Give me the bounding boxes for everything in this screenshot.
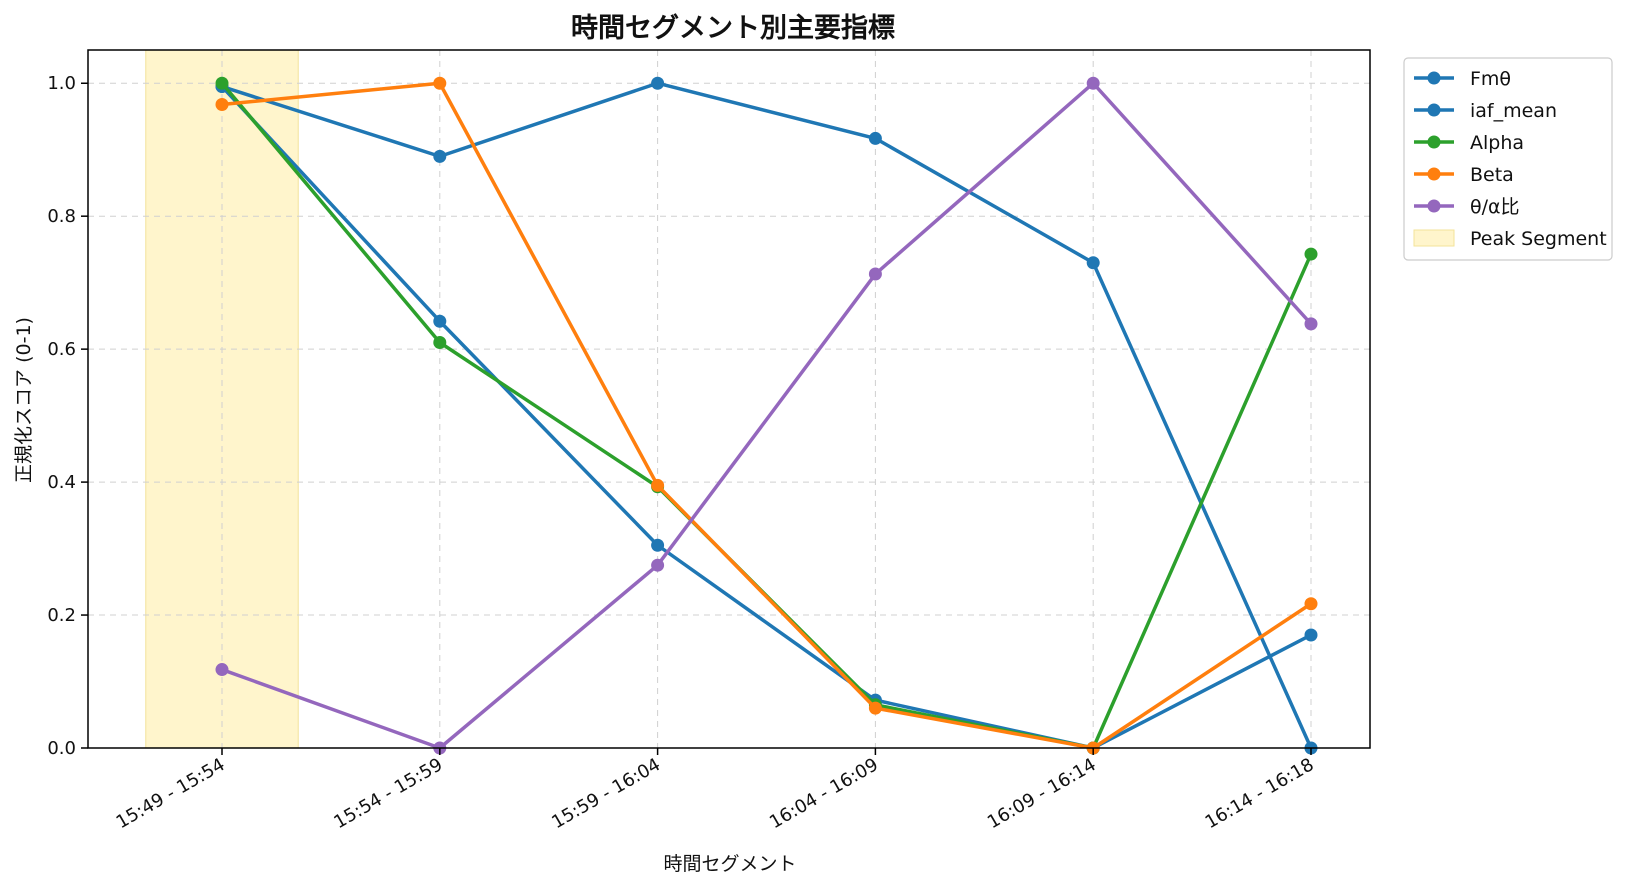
- series-point-4: [868, 267, 882, 281]
- peak-segment-band: [145, 49, 299, 749]
- legend-label-2: Alpha: [1470, 132, 1524, 154]
- series-point-2: [215, 76, 229, 90]
- legend-label-0: Fmθ: [1470, 68, 1511, 90]
- series-point-2: [433, 335, 447, 349]
- y-tick-label: 0.4: [47, 472, 76, 493]
- legend-marker-4: [1427, 199, 1441, 213]
- series-point-4: [651, 558, 665, 572]
- series-line-1: [221, 81, 1313, 749]
- x-tick-label: 15:49 - 15:54: [113, 754, 229, 833]
- legend-marker-3: [1427, 167, 1441, 181]
- x-tick-label: 16:14 - 16:18: [1202, 754, 1318, 833]
- series-point-4: [215, 663, 229, 677]
- legend-marker-2: [1427, 135, 1441, 149]
- y-tick-label: 0.2: [47, 605, 76, 626]
- series-point-1: [433, 149, 447, 163]
- legend-marker-0: [1427, 71, 1441, 85]
- legend: Fmθ iaf_mean Alpha Beta θ/α比 Peak Segment: [1403, 57, 1613, 261]
- series-line-0: [220, 85, 1312, 750]
- series-point-3: [868, 701, 882, 715]
- legend-marker-1: [1427, 103, 1441, 117]
- legend-box: [1403, 57, 1613, 261]
- series-point-1: [651, 76, 665, 90]
- y-tick-label: 1.0: [47, 73, 76, 94]
- y-tick-label: 0.8: [47, 206, 76, 227]
- series-point-3: [215, 98, 229, 112]
- series-line-4: [221, 81, 1313, 750]
- x-tick-label: 15:54 - 15:59: [330, 754, 446, 833]
- series-point-4: [1304, 317, 1318, 331]
- series-point-1: [868, 131, 882, 145]
- y-tick-label: 0.0: [47, 738, 76, 759]
- series-point-0: [651, 538, 665, 552]
- x-tick-label: 16:09 - 16:14: [984, 754, 1100, 833]
- series-point-3: [433, 76, 447, 90]
- series-point-2: [1304, 247, 1318, 261]
- y-axis-label: 正規化スコア (0-1): [13, 317, 35, 483]
- series-line-2: [220, 82, 1313, 750]
- series-line-3: [221, 81, 1312, 750]
- series-point-0: [1304, 628, 1318, 642]
- series-point-4: [1086, 76, 1100, 90]
- legend-label-1: iaf_mean: [1470, 100, 1557, 122]
- legend-swatch-peak: [1413, 229, 1455, 247]
- series-point-0: [433, 314, 447, 328]
- series-point-1: [1086, 256, 1100, 270]
- plot-area: 0.0 0.2 0.4 0.6 0.8 1.0 15:49 - 15:54 15:54 - 1…: [47, 49, 1371, 833]
- series-point-3: [651, 478, 665, 492]
- legend-label-peak: Peak Segment: [1470, 228, 1607, 250]
- x-tick-label: 15:59 - 16:04: [548, 754, 664, 833]
- legend-label-3: Beta: [1470, 164, 1514, 186]
- y-tick-label: 0.6: [47, 339, 76, 360]
- x-axis-label: 時間セグメント: [663, 853, 796, 875]
- series-point-3: [1304, 597, 1318, 611]
- chart-title: 時間セグメント別主要指標: [571, 12, 895, 44]
- legend-label-4: θ/α比: [1470, 196, 1520, 218]
- axes-frame: [87, 49, 1371, 749]
- x-tick-label: 16:04 - 16:09: [766, 754, 882, 833]
